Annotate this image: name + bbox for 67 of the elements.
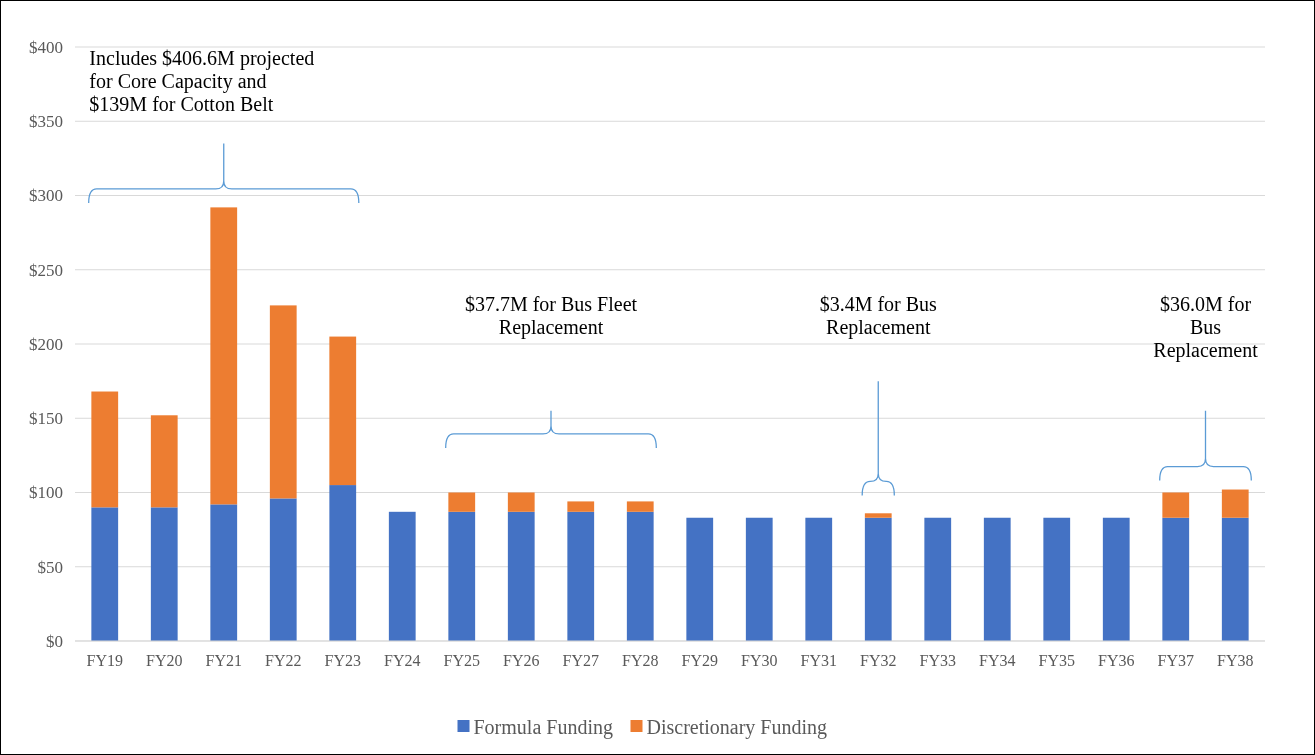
bar [864,517,892,641]
y-tick-label: $250 [29,260,63,280]
x-tick-label: FY37 [1157,652,1194,669]
bar [1043,517,1071,641]
x-tick-label: FY24 [384,652,421,669]
bar [507,492,535,512]
bar [1162,492,1190,518]
x-tick-label: FY33 [919,652,956,669]
x-tick-label: FY27 [562,652,599,669]
legend-label: Formula Funding [473,716,613,739]
bar [448,492,476,512]
annotation: $37.7M for Bus Fleet Replacement [464,293,638,340]
bar [329,336,357,486]
legend-label: Discretionary Funding [646,716,828,739]
bar [91,391,119,508]
x-tick-label: FY35 [1038,652,1075,669]
x-tick-label: FY25 [443,652,480,669]
bar [210,207,238,505]
x-tick-label: FY23 [324,652,361,669]
x-tick-label: FY26 [503,652,540,669]
bar [1102,517,1130,641]
bar [745,517,773,641]
y-tick-label: $100 [29,483,63,503]
bar [567,511,595,641]
bar [448,511,476,641]
annotation: $3.4M for Bus Replacement [819,293,938,340]
x-tick-label: FY31 [800,652,837,669]
bar [924,517,952,641]
y-tick-label: $0 [46,631,63,651]
bar [269,498,297,641]
bar [1221,517,1249,641]
bar [388,511,416,641]
x-tick-label: FY20 [146,652,183,669]
bar [983,517,1011,641]
bar [864,513,892,518]
x-tick-label: FY36 [1098,652,1135,669]
bar [805,517,833,641]
bar [269,305,297,499]
bar [329,485,357,641]
x-tick-label: FY32 [860,652,897,669]
x-tick-label: FY38 [1217,652,1254,669]
x-tick-label: FY22 [265,652,302,669]
bar [150,507,178,641]
x-tick-label: FY29 [681,652,718,669]
bar [686,517,714,641]
bar [567,501,595,512]
bar [210,504,238,641]
x-tick-label: FY30 [741,652,778,669]
bar [1162,517,1190,641]
x-tick-label: FY28 [622,652,659,669]
bar [626,501,654,512]
y-tick-label: $350 [29,112,63,132]
bar [150,415,178,508]
annotation: Includes $406.6M projected for Core Capacity and $139M for Cotton Belt [89,46,315,115]
y-tick-label: $300 [29,186,63,206]
x-tick-label: FY19 [86,652,123,669]
x-tick-label: FY21 [205,652,242,669]
bar [626,511,654,641]
y-tick-label: $50 [37,557,63,577]
y-tick-label: $150 [29,409,63,429]
y-tick-label: $200 [29,334,63,354]
bar [1221,489,1249,518]
bar [91,507,119,641]
x-tick-label: FY34 [979,652,1016,669]
y-tick-label: $400 [29,37,63,57]
bar [507,511,535,641]
annotation: $36.0M for Bus Replacement [1153,293,1259,363]
